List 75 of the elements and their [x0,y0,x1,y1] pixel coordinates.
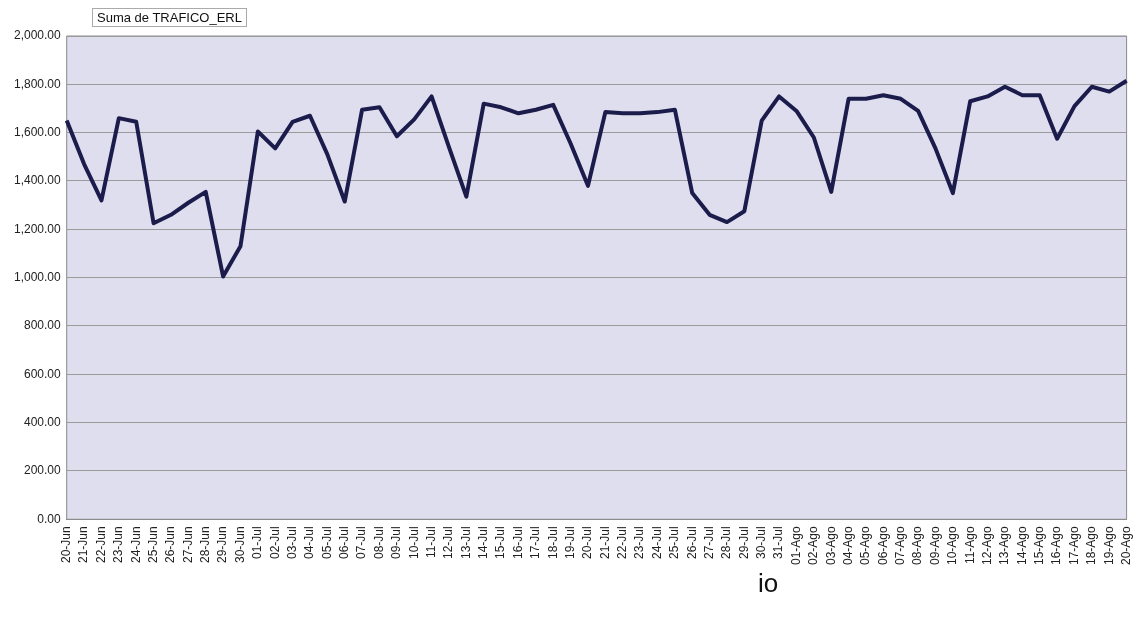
x-tick-label: 11-Jul [423,526,438,559]
x-tick-label: 25-Jul [667,526,682,559]
x-tick-label: 18-Ago [1084,525,1099,566]
y-tick-label: 800.00 [24,318,62,333]
x-tick-label: 27-Jul [701,526,716,559]
x-tick-label: 16-Ago [1049,525,1064,566]
x-tick-label: 05-Ago [858,525,873,566]
x-tick-label: 06-Jul [337,526,352,559]
x-tick-label: 09-Jul [389,526,404,559]
y-tick-label: 600.00 [24,366,62,381]
x-tick-label: 31-Jul [771,526,786,559]
x-tick-label: 02-Jul [267,526,282,559]
x-tick-label: 03-Jul [284,526,299,559]
y-tick-label: 1,400.00 [13,173,62,188]
x-tick-label: 20-Jul [580,526,595,559]
x-tick-label: 10-Jul [406,526,421,559]
chart-title: Suma de TRAFICO_ERL [92,8,247,27]
x-tick-label: 16-Jul [510,526,525,559]
x-tick-label: 22-Jun [93,526,108,564]
y-tick-label: 200.00 [24,463,62,478]
x-tick-label: 20-Ago [1118,525,1133,566]
y-tick-label: 400.00 [24,414,62,429]
y-tick-label: 1,800.00 [13,76,62,91]
x-tick-label: 08-Ago [910,525,925,566]
x-tick-label: 10-Ago [945,525,960,566]
x-tick-label: 23-Jul [632,526,647,559]
x-tick-label: 18-Jul [545,526,560,559]
x-tick-label: 21-Jun [76,526,91,564]
x-tick-label: 07-Ago [893,525,908,566]
x-tick-label: 03-Ago [823,525,838,566]
x-tick-label: 17-Ago [1066,525,1081,566]
x-tick-label: 19-Jul [562,526,577,559]
x-tick-label: 28-Jul [719,526,734,559]
x-tick-label: 29-Jul [736,526,751,559]
x-tick-label: 30-Jul [754,526,769,559]
x-tick-label: 26-Jun [163,526,178,564]
y-tick-label: 1,200.00 [13,221,62,236]
y-tick-label: 2,000.00 [13,28,62,43]
x-tick-label: 30-Jun [232,526,247,564]
x-tick-label: 28-Jun [198,526,213,564]
x-tick-label: 09-Ago [927,525,942,566]
x-tick-label: 29-Jun [215,526,230,564]
x-tick-label: 04-Ago [840,525,855,566]
x-tick-label: 08-Jul [371,526,386,559]
x-tick-label: 22-Jul [615,526,630,559]
x-tick-label: 14-Jul [476,526,491,559]
x-tick-label: 17-Jul [528,526,543,559]
x-tick-label: 20-Jun [59,526,74,564]
x-tick-label: 13-Jul [458,526,473,559]
x-tick-label: 11-Ago [962,525,977,565]
x-tick-label: 24-Jul [649,526,664,559]
x-tick-label: 06-Ago [875,525,890,566]
x-tick-label: 05-Jul [319,526,334,559]
y-tick-label: 1,000.00 [13,269,62,284]
x-tick-label: 02-Ago [806,525,821,566]
y-tick-label: 0.00 [37,511,62,526]
text: io [758,568,779,599]
x-tick-label: 14-Ago [1014,525,1029,566]
x-tick-label: 07-Jul [354,526,369,559]
x-tick-label: 01-Ago [788,525,803,566]
x-tick-label: 01-Jul [250,526,265,559]
x-tick-label: 15-Ago [1032,525,1047,566]
x-tick-label: 19-Ago [1101,525,1116,566]
x-tick-label: 23-Jun [111,526,126,564]
x-tick-label: 25-Jun [145,526,160,564]
x-tick-label: 24-Jun [128,526,143,564]
x-tick-label: 15-Jul [493,526,508,559]
x-tick-label: 21-Jul [597,526,612,559]
x-tick-label: 12-Ago [979,525,994,566]
x-tick-label: 12-Jul [441,526,456,559]
x-tick-label: 13-Ago [997,525,1012,566]
y-tick-label: 1,600.00 [13,124,62,139]
x-tick-label: 27-Jun [180,526,195,564]
x-tick-label: 26-Jul [684,526,699,559]
x-tick-label: 04-Jul [302,526,317,559]
